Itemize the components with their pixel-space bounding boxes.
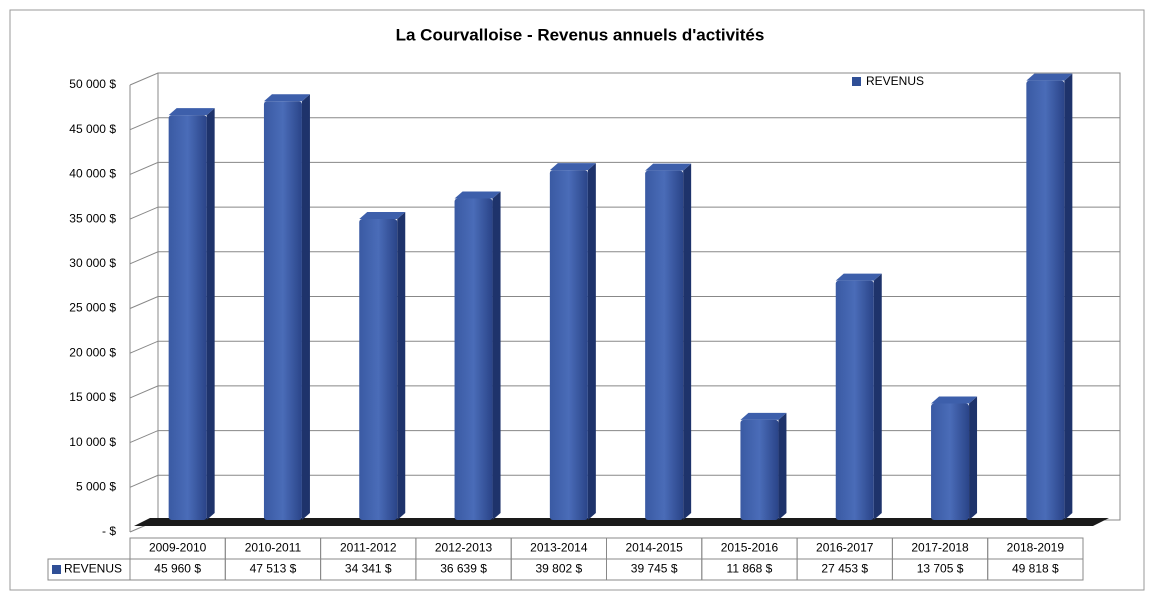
grid-line <box>129 385 1120 399</box>
bar-top <box>263 94 310 102</box>
bar-top <box>1026 73 1073 81</box>
bar <box>359 218 398 520</box>
y-tick-label: 10 000 $ <box>69 435 116 449</box>
grid-line <box>129 251 1120 265</box>
bar-side <box>587 163 596 521</box>
bar-top <box>645 163 692 171</box>
y-tick-label: 20 000 $ <box>69 345 116 359</box>
x-tick-label: 2010-2011 <box>245 541 302 555</box>
bar-side <box>397 211 406 520</box>
legend-label: REVENUS <box>866 74 924 88</box>
chart-title: La Courvalloise - Revenus annuels d'acti… <box>396 25 765 44</box>
x-tick-label: 2015-2016 <box>721 541 779 555</box>
y-tick-label: 30 000 $ <box>69 256 116 270</box>
x-tick-label: 2013-2014 <box>530 541 588 555</box>
bar-side <box>683 163 692 521</box>
bar-side <box>778 412 787 520</box>
table-swatch <box>52 565 61 574</box>
y-tick-label: 25 000 $ <box>69 301 116 315</box>
bar <box>835 280 874 520</box>
legend-swatch <box>852 77 861 86</box>
table-series-name: REVENUS <box>64 562 122 576</box>
grid-line <box>129 430 1120 444</box>
bar-side <box>492 191 501 521</box>
value-label: 39 745 $ <box>631 562 678 576</box>
bar-top <box>835 273 882 281</box>
x-tick-label: 2016-2017 <box>816 541 874 555</box>
x-tick-label: 2012-2013 <box>435 541 493 555</box>
bar <box>263 101 302 521</box>
value-label: 45 960 $ <box>154 562 201 576</box>
value-label: 13 705 $ <box>917 562 964 576</box>
bar <box>740 419 779 520</box>
bar-top <box>549 163 596 171</box>
bar-side <box>301 94 310 521</box>
grid-line <box>129 72 1120 86</box>
grid-line <box>129 340 1120 354</box>
y-tick-label: 40 000 $ <box>69 167 116 181</box>
value-label: 36 639 $ <box>440 562 487 576</box>
x-tick-label: 2017-2018 <box>911 541 969 555</box>
y-tick-label: 15 000 $ <box>69 390 116 404</box>
x-tick-label: 2011-2012 <box>340 541 397 555</box>
y-tick-label: - $ <box>102 524 116 538</box>
y-tick-label: 5 000 $ <box>76 479 116 493</box>
bar-top <box>740 412 787 420</box>
grid-line <box>129 206 1120 220</box>
value-label: 11 868 $ <box>727 562 773 576</box>
bar-side <box>873 273 882 520</box>
bar <box>645 170 684 521</box>
grid-line <box>129 117 1120 131</box>
y-tick-label: 50 000 $ <box>69 77 116 91</box>
value-label: 27 453 $ <box>821 562 868 576</box>
value-label: 47 513 $ <box>250 562 297 576</box>
bar-side <box>1064 73 1073 521</box>
y-tick-label: 35 000 $ <box>69 211 116 225</box>
bar <box>1026 80 1065 521</box>
value-label: 39 802 $ <box>535 562 582 576</box>
value-label: 34 341 $ <box>345 562 392 576</box>
bar <box>168 115 207 520</box>
bar-top <box>454 191 501 199</box>
bar-top <box>168 108 215 116</box>
y-tick-label: 45 000 $ <box>69 122 116 136</box>
bar <box>931 403 970 520</box>
grid-line <box>129 474 1120 488</box>
grid-line <box>129 161 1120 175</box>
bar <box>454 198 493 521</box>
table-cell <box>987 558 1084 581</box>
x-tick-label: 2014-2015 <box>625 541 683 555</box>
grid-line <box>129 296 1120 309</box>
bar-top <box>931 396 978 404</box>
bar-top <box>359 211 406 219</box>
bar <box>549 170 588 521</box>
x-tick-label: 2018-2019 <box>1007 541 1065 555</box>
x-tick-label: 2009-2010 <box>149 541 207 555</box>
bar-side <box>206 108 215 520</box>
bar-side <box>969 396 978 520</box>
value-label: 49 818 $ <box>1012 562 1059 576</box>
